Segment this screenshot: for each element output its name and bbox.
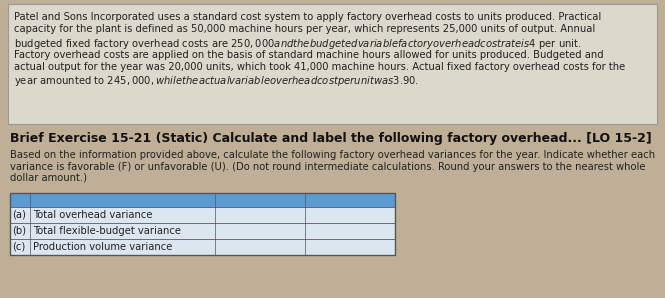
FancyBboxPatch shape	[10, 207, 395, 223]
Text: Patel and Sons Incorporated uses a standard cost system to apply factory overhea: Patel and Sons Incorporated uses a stand…	[14, 12, 601, 22]
Text: capacity for the plant is defined as 50,000 machine hours per year, which repres: capacity for the plant is defined as 50,…	[14, 24, 595, 35]
Text: Total overhead variance: Total overhead variance	[33, 209, 152, 220]
Text: (a): (a)	[12, 209, 26, 220]
FancyBboxPatch shape	[10, 223, 395, 238]
Text: Based on the information provided above, calculate the following factory overhea: Based on the information provided above,…	[10, 150, 655, 160]
FancyBboxPatch shape	[10, 238, 395, 254]
Text: budgeted fixed factory overhead costs are $250,000 and the budgeted variable fac: budgeted fixed factory overhead costs ar…	[14, 37, 582, 51]
Text: (c): (c)	[12, 241, 25, 252]
Text: Total flexible-budget variance: Total flexible-budget variance	[33, 226, 181, 235]
FancyBboxPatch shape	[8, 4, 657, 124]
FancyBboxPatch shape	[10, 193, 395, 207]
Text: variance is favorable (F) or unfavorable (U). (Do not round intermediate calcula: variance is favorable (F) or unfavorable…	[10, 162, 646, 172]
Text: Factory overhead costs are applied on the basis of standard machine hours allowe: Factory overhead costs are applied on th…	[14, 49, 604, 60]
Text: (b): (b)	[12, 226, 26, 235]
Text: year amounted to $245,000, while the actual variable overhead cost per unit was : year amounted to $245,000, while the act…	[14, 74, 419, 89]
Text: actual output for the year was 20,000 units, which took 41,000 machine hours. Ac: actual output for the year was 20,000 un…	[14, 62, 625, 72]
Text: dollar amount.): dollar amount.)	[10, 173, 87, 183]
Text: Production volume variance: Production volume variance	[33, 241, 172, 252]
Text: Brief Exercise 15-21 (Static) Calculate and label the following factory overhead: Brief Exercise 15-21 (Static) Calculate …	[10, 132, 652, 145]
